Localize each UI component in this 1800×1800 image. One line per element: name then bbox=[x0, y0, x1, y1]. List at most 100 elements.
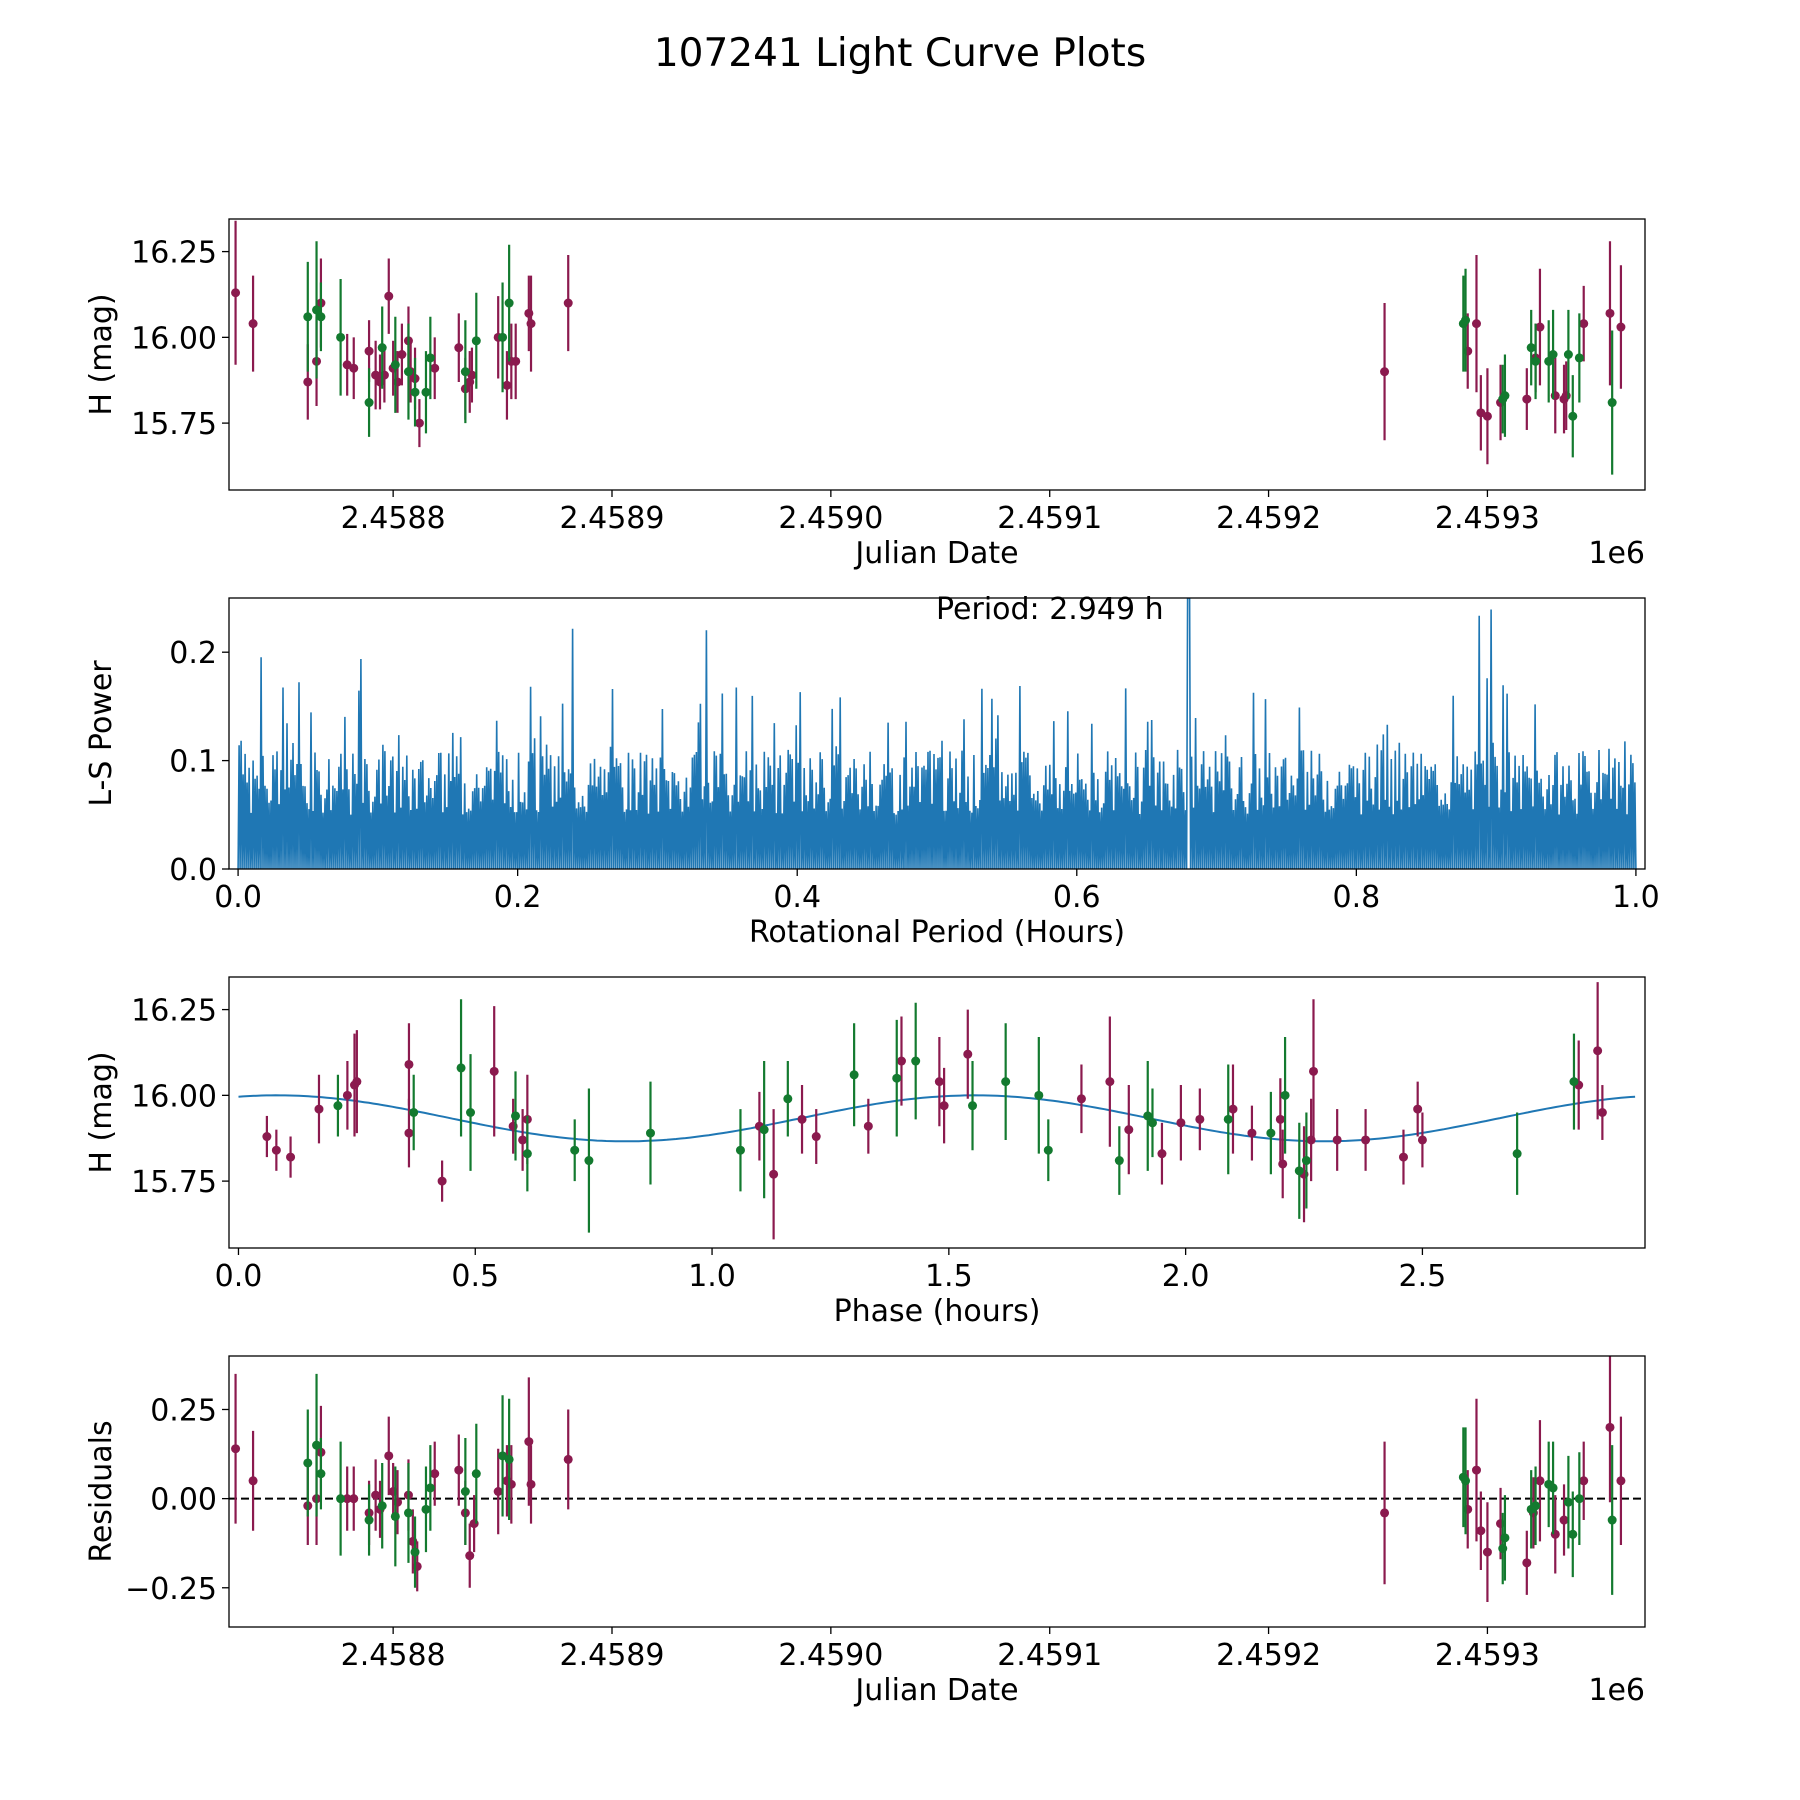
model-curve bbox=[238, 1094, 1636, 1143]
marker bbox=[511, 356, 521, 366]
data-point bbox=[371, 340, 381, 410]
data-point bbox=[1605, 1356, 1615, 1503]
series-red-band bbox=[262, 982, 1607, 1240]
x-tick-label: 2.4590 bbox=[778, 501, 883, 536]
data-point bbox=[271, 1129, 281, 1171]
data-point bbox=[1413, 1081, 1423, 1137]
y-tick-label: 0.0 bbox=[169, 853, 217, 888]
marker bbox=[1568, 411, 1578, 421]
x-offset-text: 1e6 bbox=[1588, 1673, 1645, 1708]
marker bbox=[410, 1547, 420, 1557]
plot-area bbox=[229, 1356, 1645, 1603]
data-point bbox=[410, 357, 420, 427]
marker bbox=[524, 1437, 534, 1447]
y-axis-label: L-S Power bbox=[84, 660, 119, 807]
y-tick-label: 16.00 bbox=[131, 321, 217, 356]
axes-frame bbox=[228, 218, 1646, 491]
plot-area bbox=[231, 220, 1626, 475]
data-point bbox=[403, 323, 413, 420]
data-point bbox=[312, 241, 322, 379]
marker bbox=[1247, 1128, 1257, 1138]
data-point bbox=[404, 1023, 414, 1106]
data-point bbox=[1597, 1085, 1607, 1140]
marker bbox=[489, 1066, 499, 1076]
data-point bbox=[1568, 1491, 1578, 1578]
data-point bbox=[498, 282, 508, 393]
marker bbox=[1195, 1114, 1205, 1124]
data-point bbox=[511, 323, 521, 400]
data-point bbox=[352, 1030, 362, 1134]
data-point bbox=[1471, 1398, 1481, 1542]
data-point bbox=[1482, 1502, 1492, 1603]
marker bbox=[759, 1125, 769, 1135]
marker bbox=[1512, 1149, 1522, 1159]
data-point bbox=[493, 1448, 503, 1535]
marker bbox=[460, 367, 470, 377]
marker bbox=[1597, 1108, 1607, 1117]
marker bbox=[1535, 1476, 1545, 1486]
data-point bbox=[377, 306, 387, 389]
data-point bbox=[849, 1023, 859, 1127]
marker bbox=[231, 1444, 241, 1454]
marker bbox=[735, 1145, 745, 1155]
data-point bbox=[1548, 1441, 1558, 1535]
data-point bbox=[1076, 1064, 1086, 1134]
data-point bbox=[584, 1088, 594, 1233]
data-point bbox=[262, 1115, 272, 1158]
series-green-band bbox=[333, 999, 1579, 1233]
marker bbox=[248, 319, 258, 329]
marker bbox=[1105, 1077, 1115, 1087]
plot-area bbox=[237, 598, 1637, 869]
y-tick-label: 0.25 bbox=[150, 1393, 217, 1428]
data-point bbox=[1043, 1119, 1053, 1182]
marker bbox=[349, 363, 359, 373]
x-tick-label: 0.0 bbox=[214, 880, 262, 915]
x-tick-label: 2.4589 bbox=[560, 1638, 665, 1673]
data-point bbox=[911, 1002, 921, 1120]
marker bbox=[1500, 391, 1510, 401]
marker bbox=[1124, 1125, 1134, 1135]
plot-area bbox=[238, 982, 1636, 1240]
data-point bbox=[759, 1061, 769, 1199]
marker bbox=[1076, 1094, 1086, 1104]
x-tick-label: 2.4588 bbox=[341, 501, 446, 536]
data-point bbox=[968, 1061, 978, 1151]
marker bbox=[352, 1077, 362, 1087]
panels-container: 2.4588 2.4589 2.4590 2.4591 2.4592 2.4593 15.7… bbox=[84, 218, 1660, 1708]
marker bbox=[1579, 1476, 1589, 1486]
data-point bbox=[1548, 309, 1558, 400]
data-point bbox=[414, 399, 424, 448]
marker bbox=[1461, 315, 1471, 325]
data-point bbox=[1105, 1016, 1115, 1147]
data-point bbox=[1294, 1122, 1304, 1219]
marker bbox=[384, 291, 394, 301]
data-point bbox=[526, 1445, 536, 1524]
data-point bbox=[1500, 354, 1510, 437]
series-red-band bbox=[231, 220, 1626, 465]
data-point bbox=[1124, 1085, 1134, 1175]
marker bbox=[456, 1063, 466, 1073]
data-point bbox=[504, 244, 514, 362]
marker bbox=[336, 1494, 346, 1504]
marker bbox=[312, 1440, 322, 1450]
data-point bbox=[1535, 1420, 1545, 1542]
x-axis-label: Julian Date bbox=[853, 536, 1018, 571]
data-point bbox=[563, 1409, 573, 1510]
data-point bbox=[286, 1136, 296, 1178]
marker bbox=[364, 346, 374, 356]
data-point bbox=[314, 1074, 324, 1144]
marker bbox=[454, 1465, 464, 1475]
marker bbox=[303, 312, 313, 322]
data-point bbox=[316, 1438, 326, 1510]
x-axis-label: Julian Date bbox=[853, 1673, 1018, 1708]
data-point bbox=[409, 1074, 419, 1151]
x-axis-label: Phase (hours) bbox=[834, 1294, 1041, 1329]
marker bbox=[1114, 1156, 1124, 1166]
data-point bbox=[425, 1445, 435, 1531]
marker bbox=[471, 1469, 481, 1479]
y-tick-label: 16.25 bbox=[131, 236, 217, 271]
marker bbox=[410, 387, 420, 397]
marker bbox=[286, 1152, 296, 1162]
marker bbox=[1228, 1104, 1238, 1114]
data-point bbox=[504, 1398, 514, 1521]
